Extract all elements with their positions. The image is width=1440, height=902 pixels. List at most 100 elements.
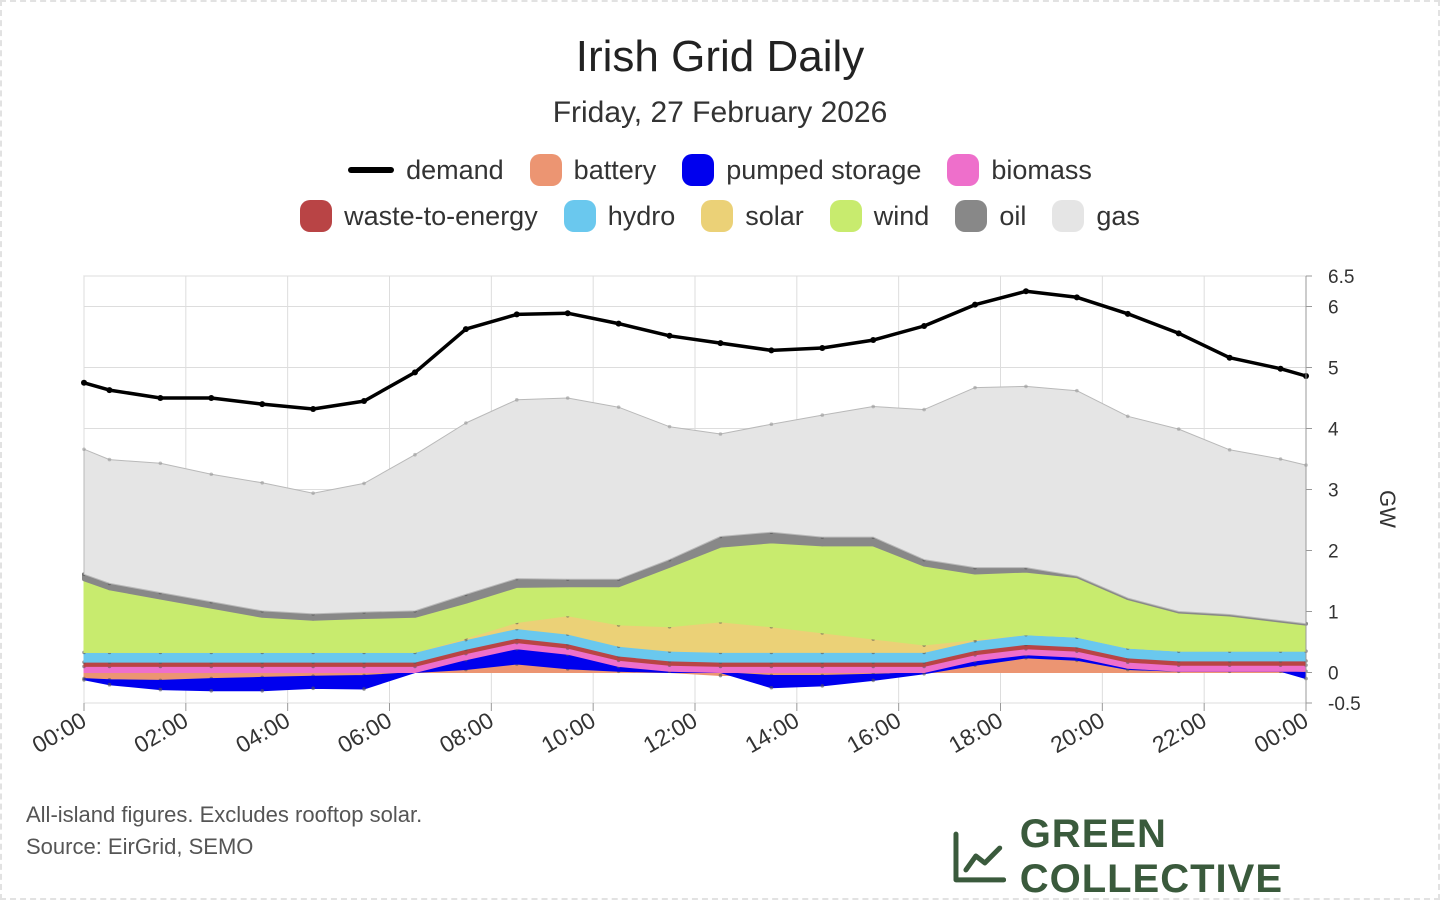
- demand-point: [768, 347, 775, 354]
- legend-label-pumped-storage: pumped storage: [726, 154, 922, 185]
- point-gas: [871, 404, 876, 409]
- area-layer: [82, 384, 1308, 693]
- demand-point: [157, 395, 164, 401]
- point-gas: [1278, 457, 1283, 461]
- demand-point: [819, 344, 826, 351]
- legend-row-2: waste-to-energy hydro solar wind oil gas: [0, 200, 1440, 232]
- point-pumped-storage: [871, 678, 876, 683]
- legend-item-demand: demand: [348, 155, 504, 186]
- point-gas: [1125, 414, 1130, 419]
- x-tick-label: 18:00: [944, 707, 1007, 758]
- demand-point: [361, 398, 368, 405]
- demand-point: [310, 405, 317, 412]
- legend-item-wind: wind: [829, 200, 930, 232]
- legend-item-hydro: hydro: [563, 200, 675, 232]
- point-gas: [1075, 388, 1079, 393]
- footnote-line-1: All-island figures. Excludes rooftop sol…: [26, 802, 423, 827]
- point-gas: [1024, 384, 1028, 389]
- point-pumped-storage: [107, 682, 112, 687]
- point-gas: [82, 447, 86, 452]
- y-tick-label: 4: [1328, 420, 1339, 441]
- legend-swatch-wind: [829, 200, 862, 232]
- demand-point: [615, 320, 622, 327]
- x-tick-label: 14:00: [740, 707, 803, 758]
- point-gas: [209, 472, 214, 477]
- point-pumped-storage: [82, 678, 86, 682]
- demand-point: [1073, 294, 1080, 301]
- x-tick-label: 00:00: [1250, 707, 1313, 758]
- x-tick-label: 04:00: [231, 707, 294, 758]
- point-gas: [311, 491, 315, 495]
- point-gas: [1176, 427, 1181, 431]
- x-tick-label: 16:00: [842, 707, 905, 758]
- point-pumped-storage: [209, 689, 214, 693]
- point-pumped-storage: [158, 687, 163, 692]
- demand-point: [208, 395, 215, 401]
- point-gas: [565, 396, 570, 400]
- point-gas: [464, 421, 468, 425]
- legend-item-solar: solar: [701, 200, 804, 232]
- y-tick-label: 1: [1328, 603, 1339, 624]
- point-gas: [107, 457, 112, 462]
- x-tick-label: 00:00: [28, 707, 91, 758]
- demand-point: [972, 301, 979, 308]
- legend-swatch-gas: [1052, 200, 1085, 232]
- legend-item-biomass: biomass: [947, 154, 1092, 186]
- point-gas: [616, 405, 621, 409]
- legend-label-demand: demand: [406, 154, 504, 185]
- x-tick-label: 06:00: [333, 707, 396, 758]
- demand-point: [870, 337, 877, 344]
- demand-point: [1124, 310, 1131, 317]
- legend-item-waste-to-energy: waste-to-energy: [300, 200, 538, 232]
- demand-point: [1277, 365, 1284, 372]
- y-tick-label: 6: [1328, 298, 1339, 319]
- x-tick-label: 08:00: [435, 707, 498, 758]
- y-tick-label: 0: [1328, 664, 1339, 685]
- demand-line: [83, 289, 1307, 411]
- x-tick-label: 10:00: [537, 707, 600, 758]
- demand-layer: [81, 288, 1309, 412]
- legend-label-biomass: biomass: [991, 154, 1092, 185]
- point-gas: [973, 385, 977, 390]
- x-tick-label: 02:00: [129, 707, 192, 758]
- y-tick-label: 5: [1328, 359, 1339, 380]
- point-gas: [158, 461, 163, 466]
- brand-name: GREEN COLLECTIVE: [1019, 812, 1284, 901]
- point-gas: [514, 398, 519, 402]
- legend-label-gas: gas: [1096, 200, 1140, 231]
- demand-point: [666, 332, 673, 339]
- x-tick-label: 12:00: [639, 707, 702, 758]
- x-tick-label: 22:00: [1148, 707, 1211, 758]
- footnote-line-2: Source: EirGrid, SEMO: [26, 834, 254, 859]
- legend-row-1: demand battery pumped storage biomass: [0, 154, 1440, 186]
- point-gas: [718, 432, 723, 436]
- point-pumped-storage: [362, 687, 366, 691]
- y-axis-label: GW: [1375, 490, 1400, 528]
- point-gas: [260, 480, 265, 485]
- point-gas: [820, 413, 825, 417]
- demand-point: [81, 379, 87, 386]
- legend-item-gas: gas: [1052, 200, 1140, 232]
- demand-point: [921, 323, 928, 330]
- brand-logo: GREEN COLLECTIVE: [952, 812, 1440, 902]
- demand-point: [1175, 330, 1182, 337]
- legend-swatch-solar: [701, 200, 734, 232]
- point-gas: [413, 452, 417, 457]
- point-gas: [922, 407, 926, 412]
- demand-point: [717, 340, 724, 347]
- point-pumped-storage: [769, 685, 774, 690]
- y-tick-label: -0.5: [1328, 694, 1361, 715]
- legend-item-oil: oil: [955, 200, 1026, 232]
- demand-point: [513, 311, 520, 318]
- demand-point: [462, 326, 469, 333]
- trend-chart-icon: [953, 831, 1006, 883]
- point-pumped-storage: [820, 684, 825, 688]
- point-pumped-storage: [260, 689, 265, 693]
- point-gas: [362, 481, 366, 486]
- demand-point: [411, 369, 418, 376]
- legend-label-wind: wind: [873, 200, 930, 231]
- point-gas: [769, 422, 774, 427]
- point-gas: [667, 424, 672, 429]
